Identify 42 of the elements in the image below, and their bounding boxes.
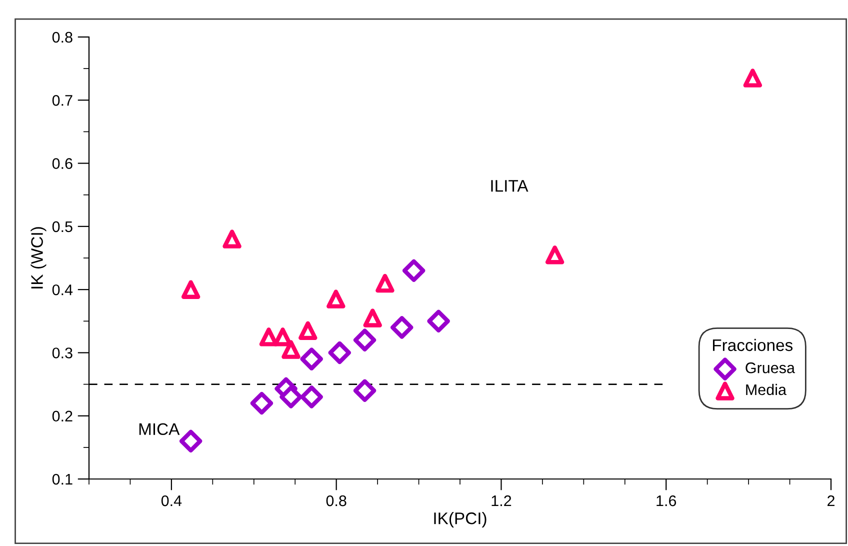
x-axis-title: IK(PCI)	[434, 512, 486, 528]
point	[326, 290, 346, 308]
annotation: ILITA	[491, 180, 528, 192]
y-tick-label: 0.2	[52, 410, 72, 422]
legend-label: Gruesa	[746, 362, 795, 374]
x-tick-label: 2	[828, 495, 834, 506]
y-tick-label: 0.5	[52, 221, 72, 232]
point	[300, 348, 323, 370]
point	[222, 230, 242, 248]
x-tick-label: 0.8	[326, 495, 346, 506]
y-tick-label: 0.3	[52, 348, 72, 358]
y-tick-label: 0.7	[52, 95, 72, 106]
y-tick-label: 0.8	[52, 32, 72, 43]
y-tick-label: 0.6	[52, 158, 72, 169]
legend-label: Media	[746, 384, 787, 396]
y-tick-label: 0.4	[52, 284, 73, 296]
point	[353, 328, 376, 352]
point	[545, 245, 564, 264]
point	[282, 340, 300, 359]
point	[300, 386, 323, 408]
x-tick-label: 1.2	[492, 495, 512, 506]
x-tick-label: 0.4	[161, 495, 182, 506]
point	[273, 328, 292, 346]
point	[298, 321, 318, 340]
point	[181, 280, 200, 299]
x-tick-label: 1.6	[656, 495, 676, 506]
y-tick-label: 0.1	[52, 474, 72, 485]
point	[353, 379, 376, 402]
point	[250, 392, 274, 415]
point	[427, 310, 450, 333]
point	[402, 259, 426, 282]
point	[376, 274, 394, 293]
point	[390, 316, 414, 339]
point	[363, 308, 382, 328]
point	[743, 68, 762, 88]
annotation: MICA	[139, 423, 180, 436]
point	[328, 341, 352, 364]
point	[259, 328, 278, 346]
point	[280, 386, 302, 408]
point	[179, 430, 202, 453]
legend-title: Fracciones	[712, 338, 793, 352]
y-axis-title: IK (WCI)	[30, 227, 46, 288]
